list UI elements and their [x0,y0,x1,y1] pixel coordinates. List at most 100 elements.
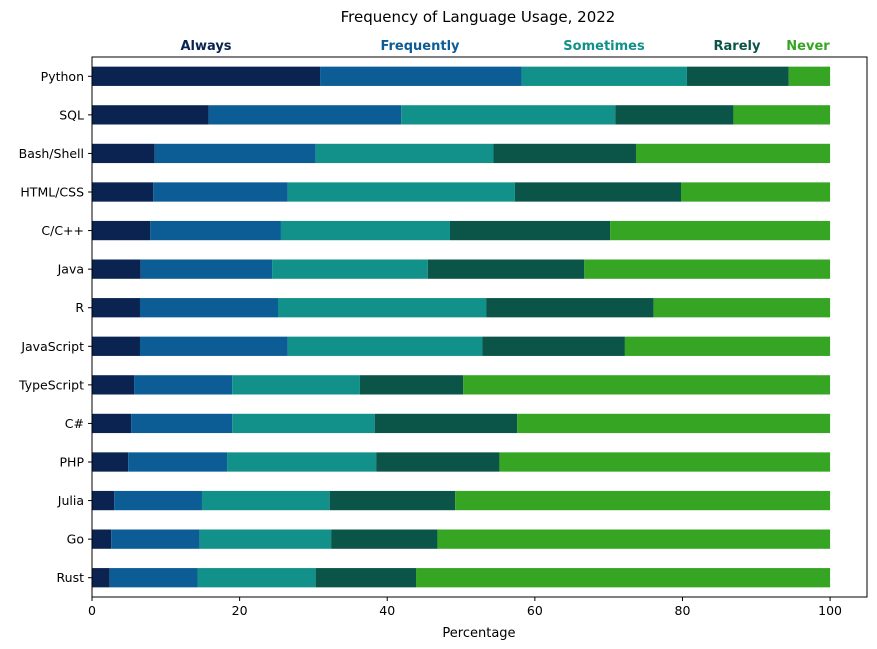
y-tick-label: R [75,300,84,315]
bar-never-11 [455,490,831,511]
bar-rarely-2 [493,143,636,164]
bar-frequently-9 [131,413,233,434]
bar-rarely-12 [331,529,438,549]
bar-never-5 [584,259,831,279]
bar-rarely-5 [427,259,585,279]
bar-always-1 [92,105,209,125]
bar-frequently-0 [320,66,522,86]
bar-sometimes-10 [227,452,377,472]
bar-never-4 [610,220,831,241]
legend-item-always: Always [180,39,231,54]
bar-always-3 [92,182,154,202]
bar-never-13 [416,568,831,588]
bar-frequently-8 [134,375,233,395]
bar-always-12 [92,529,112,549]
bar-frequently-10 [128,452,228,472]
bar-frequently-5 [140,259,273,279]
bar-sometimes-9 [232,413,375,434]
bar-rarely-7 [482,336,625,356]
bar-always-4 [92,220,151,241]
bar-never-3 [681,182,831,202]
bar-always-13 [92,568,110,588]
bar-always-0 [92,66,321,86]
bar-sometimes-2 [315,143,494,164]
bar-frequently-6 [139,298,278,318]
bar-rarely-8 [359,375,464,395]
y-tick-label: TypeScript [18,377,84,392]
bar-always-5 [92,259,141,279]
bar-sometimes-0 [521,66,687,86]
bar-rarely-9 [374,413,518,434]
bar-never-8 [463,375,831,395]
bar-sometimes-7 [287,336,483,356]
bars-group [92,66,831,588]
bar-frequently-7 [139,336,288,356]
bar-never-9 [517,413,831,434]
bar-sometimes-13 [197,568,316,588]
bar-rarely-3 [514,182,681,202]
legend-item-rarely: Rarely [714,39,761,54]
bar-rarely-10 [376,452,500,472]
bar-rarely-0 [686,66,789,86]
x-tick-label: 60 [527,603,543,618]
legend-item-frequently: Frequently [380,39,460,54]
bar-never-12 [437,529,831,549]
bar-frequently-13 [109,568,198,588]
bar-frequently-12 [111,529,200,549]
legend: Always Frequently Sometimes Rarely Never [180,39,830,54]
bar-always-2 [92,143,155,164]
bar-sometimes-1 [401,105,616,125]
bar-always-11 [92,490,115,511]
x-axis-label: Percentage [442,626,515,641]
y-tick-label: JavaScript [20,339,84,354]
bar-never-1 [733,105,831,125]
plot-frame [91,56,868,598]
bar-always-10 [92,452,129,472]
y-axis: Python SQL Bash/Shell HTML/CSS C/C++ Java R Jav… [18,69,92,585]
x-tick-label: 80 [675,603,691,618]
y-tick-label: C# [65,416,84,431]
bar-always-7 [92,336,140,356]
x-tick-label: 40 [379,603,395,618]
x-tick-label: 100 [818,603,842,618]
y-tick-label: Julia [57,493,84,508]
y-tick-label: PHP [60,455,85,470]
bar-always-9 [92,413,132,434]
bar-always-6 [92,298,140,318]
bar-never-7 [624,336,831,356]
bar-sometimes-8 [232,375,360,395]
bar-rarely-13 [315,568,417,588]
bar-never-2 [635,143,831,164]
bar-sometimes-3 [287,182,515,202]
bar-sometimes-5 [272,259,428,279]
bar-sometimes-12 [199,529,332,549]
legend-item-never: Never [786,39,830,54]
bar-never-10 [499,452,831,472]
y-tick-label: Java [57,262,84,277]
y-tick-label: C/C++ [41,223,84,238]
bar-never-0 [788,66,831,86]
bar-never-6 [653,298,831,318]
bar-frequently-11 [114,490,202,511]
y-tick-label: HTML/CSS [20,185,84,200]
bar-sometimes-11 [201,490,330,511]
chart-title: Frequency of Language Usage, 2022 [341,8,616,26]
x-axis: 0 20 40 60 80 100 [88,597,842,618]
bar-rarely-4 [449,220,611,241]
bar-frequently-3 [153,182,288,202]
y-tick-label: Python [41,69,84,84]
bar-rarely-11 [329,490,456,511]
bar-sometimes-6 [278,298,487,318]
bar-frequently-4 [150,220,281,241]
y-tick-label: SQL [59,107,84,122]
x-tick-label: 0 [88,603,96,618]
y-tick-label: Rust [57,570,85,585]
bar-rarely-6 [486,298,654,318]
y-tick-label: Bash/Shell [19,146,84,161]
bar-frequently-2 [154,143,316,164]
bar-frequently-1 [208,105,402,125]
bar-always-8 [92,375,135,395]
y-tick-label: Go [67,532,84,547]
x-tick-label: 20 [232,603,248,618]
